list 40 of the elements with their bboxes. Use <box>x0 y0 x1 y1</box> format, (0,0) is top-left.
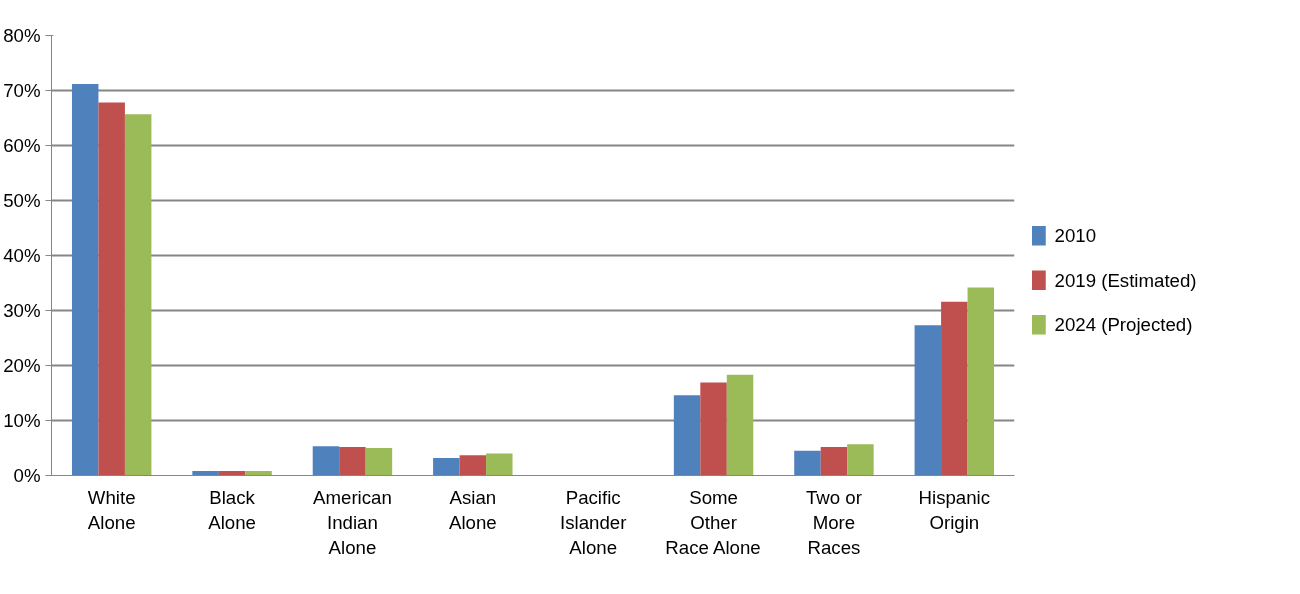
bar <box>700 382 727 476</box>
bar <box>245 471 272 476</box>
bar <box>365 448 393 476</box>
bar <box>794 450 821 476</box>
y-tick-label: 20% <box>3 355 41 376</box>
x-tick-label: White Alone <box>87 486 136 533</box>
bar <box>820 446 848 476</box>
x-tick-label: Some Other Race Alone <box>665 486 761 558</box>
bar <box>433 457 460 476</box>
bar <box>312 446 340 476</box>
bar <box>71 83 99 476</box>
bar <box>124 114 152 476</box>
y-tick-label: 30% <box>3 300 41 321</box>
y-tick-label: 50% <box>3 190 41 211</box>
bar <box>486 453 513 476</box>
bar <box>847 444 874 476</box>
x-tick-label: Hispanic Origin <box>918 486 991 533</box>
legend-label: 2019 (Estimated) <box>1054 269 1197 291</box>
x-tick-label: Two or More Races <box>805 486 862 558</box>
y-tick-label: 10% <box>3 410 41 431</box>
bar <box>914 325 942 476</box>
y-tick-label: 60% <box>3 135 41 156</box>
x-tick-label: Black Alone <box>208 486 256 533</box>
bar <box>673 395 701 476</box>
y-tick-label: 40% <box>3 245 41 266</box>
bar <box>459 455 487 476</box>
x-tick-label: Pacific Islander Alone <box>560 486 627 558</box>
x-tick-label: Asian Alone <box>448 486 497 533</box>
bar <box>967 287 995 476</box>
y-tick-label: 80% <box>3 25 41 46</box>
bar <box>941 301 968 476</box>
bar <box>339 446 366 476</box>
y-tick-label: 0% <box>13 465 41 486</box>
y-tick-label: 70% <box>3 80 41 101</box>
bar <box>192 471 219 476</box>
legend-label: 2010 <box>1054 225 1097 247</box>
x-tick-label: American Indian Alone <box>313 486 392 558</box>
bar <box>98 102 125 476</box>
legend-label: 2024 (Projected) <box>1054 314 1193 336</box>
bar <box>726 374 754 476</box>
